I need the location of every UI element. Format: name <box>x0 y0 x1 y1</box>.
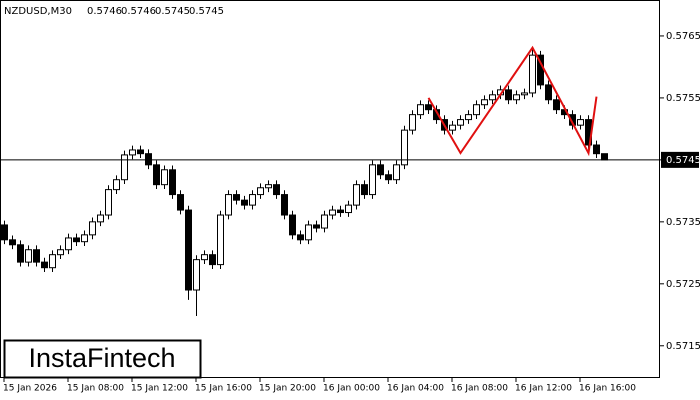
candle-body <box>489 94 496 101</box>
ohlc-value: 0.5745 <box>155 6 190 17</box>
candle-body <box>545 84 552 101</box>
symbol-title: NZDUSD,M30 <box>4 6 72 17</box>
candle-body <box>553 99 560 111</box>
candle-body <box>449 124 456 131</box>
candle-body <box>393 164 400 181</box>
candle-body <box>41 261 48 269</box>
candle-body <box>417 104 424 116</box>
candle-body <box>249 194 256 206</box>
candle-body <box>409 114 416 131</box>
x-tick-label: 15 Jan 2026 <box>3 384 57 394</box>
candle-body <box>209 254 216 266</box>
candle-body <box>169 169 176 196</box>
candle-body <box>57 249 64 256</box>
candle-body <box>481 99 488 106</box>
x-tick-label: 16 Jan 04:00 <box>387 384 444 394</box>
candle-body <box>513 94 520 101</box>
candle-body <box>465 114 472 121</box>
x-tick-label: 15 Jan 12:00 <box>131 384 188 394</box>
candle-body <box>297 234 304 241</box>
brand-logo: InstaFintech <box>28 343 175 373</box>
candle-body <box>577 119 584 126</box>
candle-body <box>505 89 512 101</box>
x-tick-label: 16 Jan 00:00 <box>323 384 380 394</box>
candle-body <box>113 179 120 191</box>
candle-body <box>25 249 32 263</box>
ohlc-value: 0.5746 <box>121 6 156 17</box>
candle-body <box>1 224 8 241</box>
y-tick-label: 0.5755 <box>666 93 700 104</box>
candle-body <box>105 189 112 216</box>
candle-body <box>145 153 152 166</box>
candle-body <box>345 204 352 214</box>
candle-body <box>217 214 224 266</box>
y-tick-label: 0.5725 <box>666 279 700 290</box>
candle-body <box>385 174 392 181</box>
candle-body <box>529 54 536 94</box>
candle-body <box>153 164 160 186</box>
candle-body <box>161 169 168 186</box>
x-tick-label: 15 Jan 20:00 <box>259 384 316 394</box>
candle-body <box>473 104 480 116</box>
candle-body <box>177 194 184 211</box>
candle-body <box>257 187 264 196</box>
brand-box <box>3 339 202 379</box>
ohlc-value: 0.5746 <box>87 6 122 17</box>
candle-body <box>593 144 600 155</box>
candle-body <box>241 199 248 206</box>
candle-body <box>225 194 232 216</box>
y-tick-label: 0.5735 <box>666 217 700 228</box>
candle-body <box>49 254 56 269</box>
candle-body <box>265 184 272 189</box>
candle-body <box>289 214 296 236</box>
candle-body <box>201 254 208 261</box>
candle-body <box>329 209 336 216</box>
x-tick-label: 15 Jan 08:00 <box>67 384 124 394</box>
candle-body <box>89 221 96 236</box>
ohlc-header: 0.5746 0.5746 0.5745 0.5745 <box>87 6 224 17</box>
current-price-box <box>661 151 699 168</box>
current-price-label: 0.5745 <box>666 155 700 166</box>
candle-body <box>137 149 144 155</box>
candle-body <box>17 244 24 263</box>
candle-body <box>65 237 72 251</box>
x-tick-label: 15 Jan 16:00 <box>195 384 252 394</box>
candle-body <box>33 249 40 263</box>
candle-body <box>313 224 320 229</box>
candle-body <box>305 224 312 241</box>
candle-body <box>121 154 128 181</box>
candle-body <box>273 184 280 196</box>
candle-body <box>73 237 80 243</box>
candle-body <box>97 214 104 223</box>
candle-body <box>281 194 288 216</box>
candle-body <box>457 119 464 126</box>
candle-body <box>193 259 200 291</box>
candle-body <box>521 92 528 96</box>
candle-body <box>81 234 88 243</box>
candle-body <box>185 209 192 291</box>
candle-body <box>569 114 576 126</box>
y-tick-label: 0.5715 <box>666 341 700 352</box>
y-tick-label: 0.5765 <box>666 31 700 42</box>
candle-body <box>353 184 360 206</box>
candle-body <box>233 194 240 201</box>
candle-body <box>369 164 376 196</box>
candle-body <box>401 129 408 166</box>
pattern-line <box>427 45 598 157</box>
candle-body <box>337 209 344 214</box>
candle-body <box>425 104 432 111</box>
candle-body <box>9 239 16 246</box>
candle-body <box>601 153 608 161</box>
candle-body <box>129 149 136 156</box>
x-tick-label: 16 Jan 08:00 <box>451 384 508 394</box>
candle-body <box>377 164 384 176</box>
plot-frame <box>0 0 660 378</box>
x-tick-label: 16 Jan 12:00 <box>515 384 572 394</box>
candle-body <box>321 214 328 229</box>
x-tick-label: 16 Jan 16:00 <box>579 384 636 394</box>
ohlc-value: 0.5745 <box>189 6 224 17</box>
candle-body <box>361 184 368 196</box>
candle-body <box>433 109 440 121</box>
